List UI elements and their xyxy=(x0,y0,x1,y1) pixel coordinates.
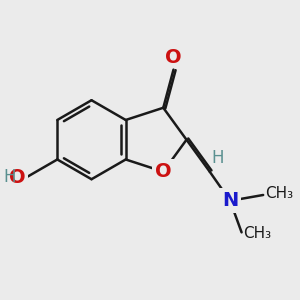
Text: O: O xyxy=(9,168,26,187)
Text: N: N xyxy=(222,191,238,210)
Text: O: O xyxy=(155,162,172,181)
Text: CH₃: CH₃ xyxy=(244,226,272,241)
Text: H: H xyxy=(3,168,16,186)
Text: H: H xyxy=(212,148,224,166)
Text: CH₃: CH₃ xyxy=(265,186,293,201)
Text: O: O xyxy=(165,48,182,67)
